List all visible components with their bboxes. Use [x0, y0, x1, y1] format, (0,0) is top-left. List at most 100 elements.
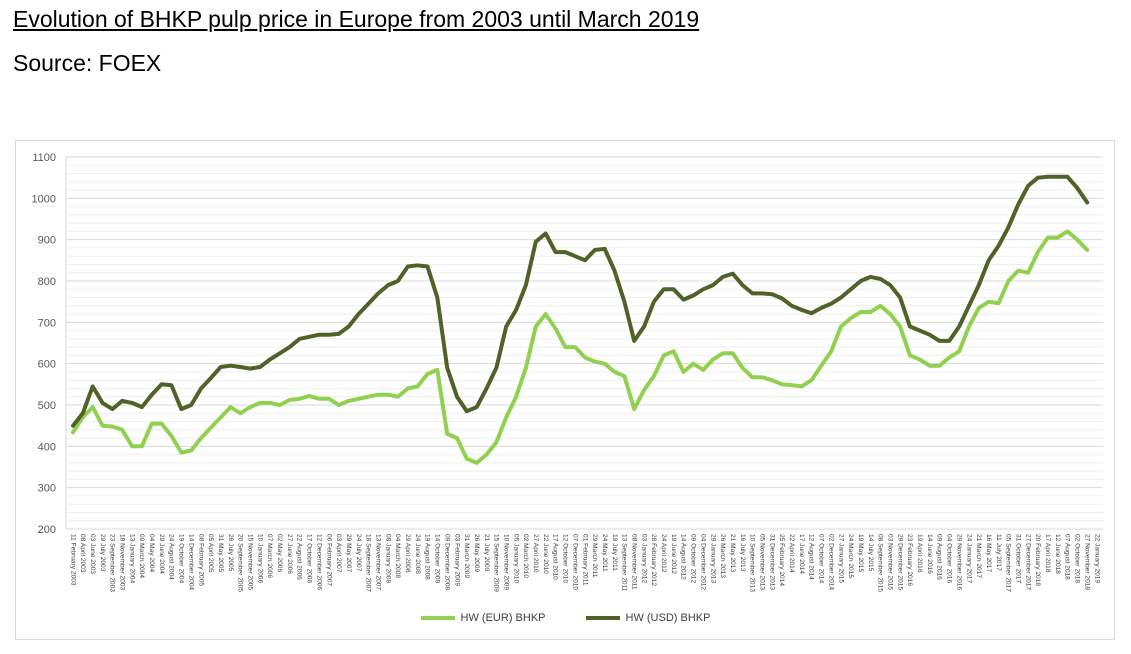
x-tick-label: 29 March 2011: [591, 534, 598, 578]
x-tick-label: 19 July 2011: [611, 534, 618, 571]
legend-label: HW (USD) BHKP: [625, 612, 711, 624]
x-tick-label: 03 June 2003: [89, 534, 96, 574]
x-tick-label: 29 November 2016: [955, 534, 962, 590]
x-tick-label: 12 December 2006: [315, 534, 322, 590]
y-tick-label: 600: [38, 359, 56, 371]
x-tick-label: 02 May 2006: [276, 534, 283, 572]
x-tick-label: 29 July 2003: [99, 534, 106, 572]
x-tick-label: 03 April 2007: [335, 534, 342, 573]
y-tick-label: 700: [38, 317, 56, 329]
x-tick-label: 04 December 2012: [699, 534, 706, 590]
x-tick-label: 09 August 2016: [936, 534, 943, 580]
x-tick-label: 12 August 2014: [808, 534, 815, 580]
x-tick-label: 19 May 2015: [857, 534, 864, 572]
y-tick-label: 400: [38, 441, 56, 453]
x-tick-label: 10 January 2006: [256, 534, 263, 583]
x-tick-label: 10 September 2013: [749, 534, 756, 592]
x-tick-label: 09 October 2012: [690, 534, 697, 583]
x-tick-label: 05 January 2010: [512, 534, 519, 583]
x-tick-label: 25 February 2014: [778, 534, 785, 586]
x-tick-label: 01 February 2011: [581, 534, 588, 586]
x-tick-label: 20 September 2005: [237, 534, 244, 592]
x-tick-label: 29 May 2007: [345, 534, 352, 572]
x-tick-label: 13 September 2011: [621, 534, 628, 592]
legend-item: HW (EUR) BHKP: [420, 612, 546, 624]
x-tick-label: 19 October 2004: [178, 534, 185, 583]
x-tick-label: 27 November 2018: [1083, 534, 1090, 590]
x-tick-label: 27 December 2017: [1024, 534, 1031, 590]
x-tick-label: 17 August 2010: [552, 534, 559, 580]
x-tick-label: 04 March 2008: [394, 534, 401, 578]
x-tick-label: 08 November 2011: [630, 534, 637, 590]
x-tick-label: 22 January 2019: [1093, 534, 1100, 583]
x-tick-label: 24 August 2004: [168, 534, 175, 580]
x-tick-label: 28 February 2012: [650, 534, 657, 586]
x-tick-label: 11 February 2003: [69, 534, 76, 586]
x-tick-label: 31 October 2017: [1014, 534, 1021, 583]
y-tick-label: 200: [38, 524, 56, 536]
page-title: Evolution of BHKP pulp price in Europe f…: [13, 6, 700, 32]
x-tick-label: 16 July 2013: [739, 534, 746, 572]
x-tick-label: 20 February 2018: [1034, 534, 1041, 586]
x-tick-label: 27 April 2010: [532, 534, 539, 573]
x-tick-label: 14 December 2004: [187, 534, 194, 590]
x-tick-label: 02 March 2010: [522, 534, 529, 578]
x-tick-label: 15 November 2005: [246, 534, 253, 590]
x-tick-label: 22 April 2014: [788, 534, 795, 573]
x-tick-label: 08 January 2008: [384, 534, 391, 583]
x-tick-label: 05 September 2017: [1005, 534, 1012, 592]
y-tick-label: 500: [38, 400, 56, 412]
x-tick-label: 21 March 2017: [975, 534, 982, 578]
legend-swatch: [585, 616, 620, 620]
x-tick-label: 02 October 2018: [1074, 534, 1081, 583]
x-tick-label: 10 November 2009: [502, 534, 509, 590]
chart-legend: HW (EUR) BHKP HW (USD) BHKP: [0, 612, 1131, 624]
x-tick-label: 17 October 2006: [306, 534, 313, 583]
x-tick-label: 31 December 2013: [768, 534, 775, 590]
x-tick-label: 14 June 2016: [926, 534, 933, 574]
x-tick-label: 19 April 2016: [916, 534, 923, 573]
x-tick-label: 26 March 2013: [719, 534, 726, 578]
x-tick-label: 14 August 2012: [680, 534, 687, 580]
x-tick-label: 15 September 2009: [493, 534, 500, 592]
x-tick-label: 07 October 2014: [818, 534, 825, 583]
x-tick-label: 08 February 2005: [197, 534, 204, 586]
series-line-eur: [71, 229, 1090, 465]
x-tick-label: 27 January 2015: [837, 534, 844, 583]
x-tick-label: 17 June 2014: [798, 534, 805, 574]
x-tick-label: 22 June 2010: [542, 534, 549, 574]
x-tick-label: 08 September 2015: [877, 534, 884, 592]
legend-item: HW (USD) BHKP: [585, 612, 711, 624]
y-tick-label: 1000: [32, 193, 56, 205]
x-tick-label: 21 May 2013: [729, 534, 736, 572]
x-tick-label: 03 January 2012: [640, 534, 647, 583]
x-tick-label: 05 November 2013: [758, 534, 765, 590]
x-tick-label: 24 March 2015: [847, 534, 854, 578]
x-tick-label: 09 December 2008: [443, 534, 450, 590]
x-tick-label: 24 January 2017: [965, 534, 972, 583]
x-tick-label: 23 February 2016: [906, 534, 913, 586]
x-tick-label: 05 April 2005: [207, 534, 214, 573]
x-tick-label: 21 July 2009: [483, 534, 490, 572]
x-tick-label: 07 March 2006: [266, 534, 273, 578]
chart-frame: [15, 140, 1115, 640]
x-tick-label: 08 April 2003: [79, 534, 86, 573]
x-tick-label: 29 June 2004: [158, 534, 165, 574]
x-tick-label: 04 October 2016: [946, 534, 953, 583]
y-tick-label: 900: [38, 235, 56, 247]
x-tick-label: 29 April 2008: [404, 534, 411, 573]
x-tick-label: 31 March 2009: [463, 534, 470, 578]
x-tick-label: 04 May 2004: [148, 534, 155, 572]
y-tick-label: 1100: [32, 152, 56, 164]
x-tick-label: 09 March 2004: [138, 534, 145, 578]
x-tick-label: 18 September 2007: [365, 534, 372, 592]
x-tick-label: 18 November 2003: [118, 534, 125, 590]
x-tick-label: 03 February 2009: [453, 534, 460, 586]
x-tick-label: 26 July 2005: [227, 534, 234, 572]
x-tick-label: 12 October 2010: [562, 534, 569, 583]
series-line-usd: [71, 174, 1090, 428]
x-tick-label: 13 January 2004: [128, 534, 135, 583]
x-tick-label: 23 September 2003: [109, 534, 116, 592]
x-tick-label: 03 November 2015: [886, 534, 893, 590]
